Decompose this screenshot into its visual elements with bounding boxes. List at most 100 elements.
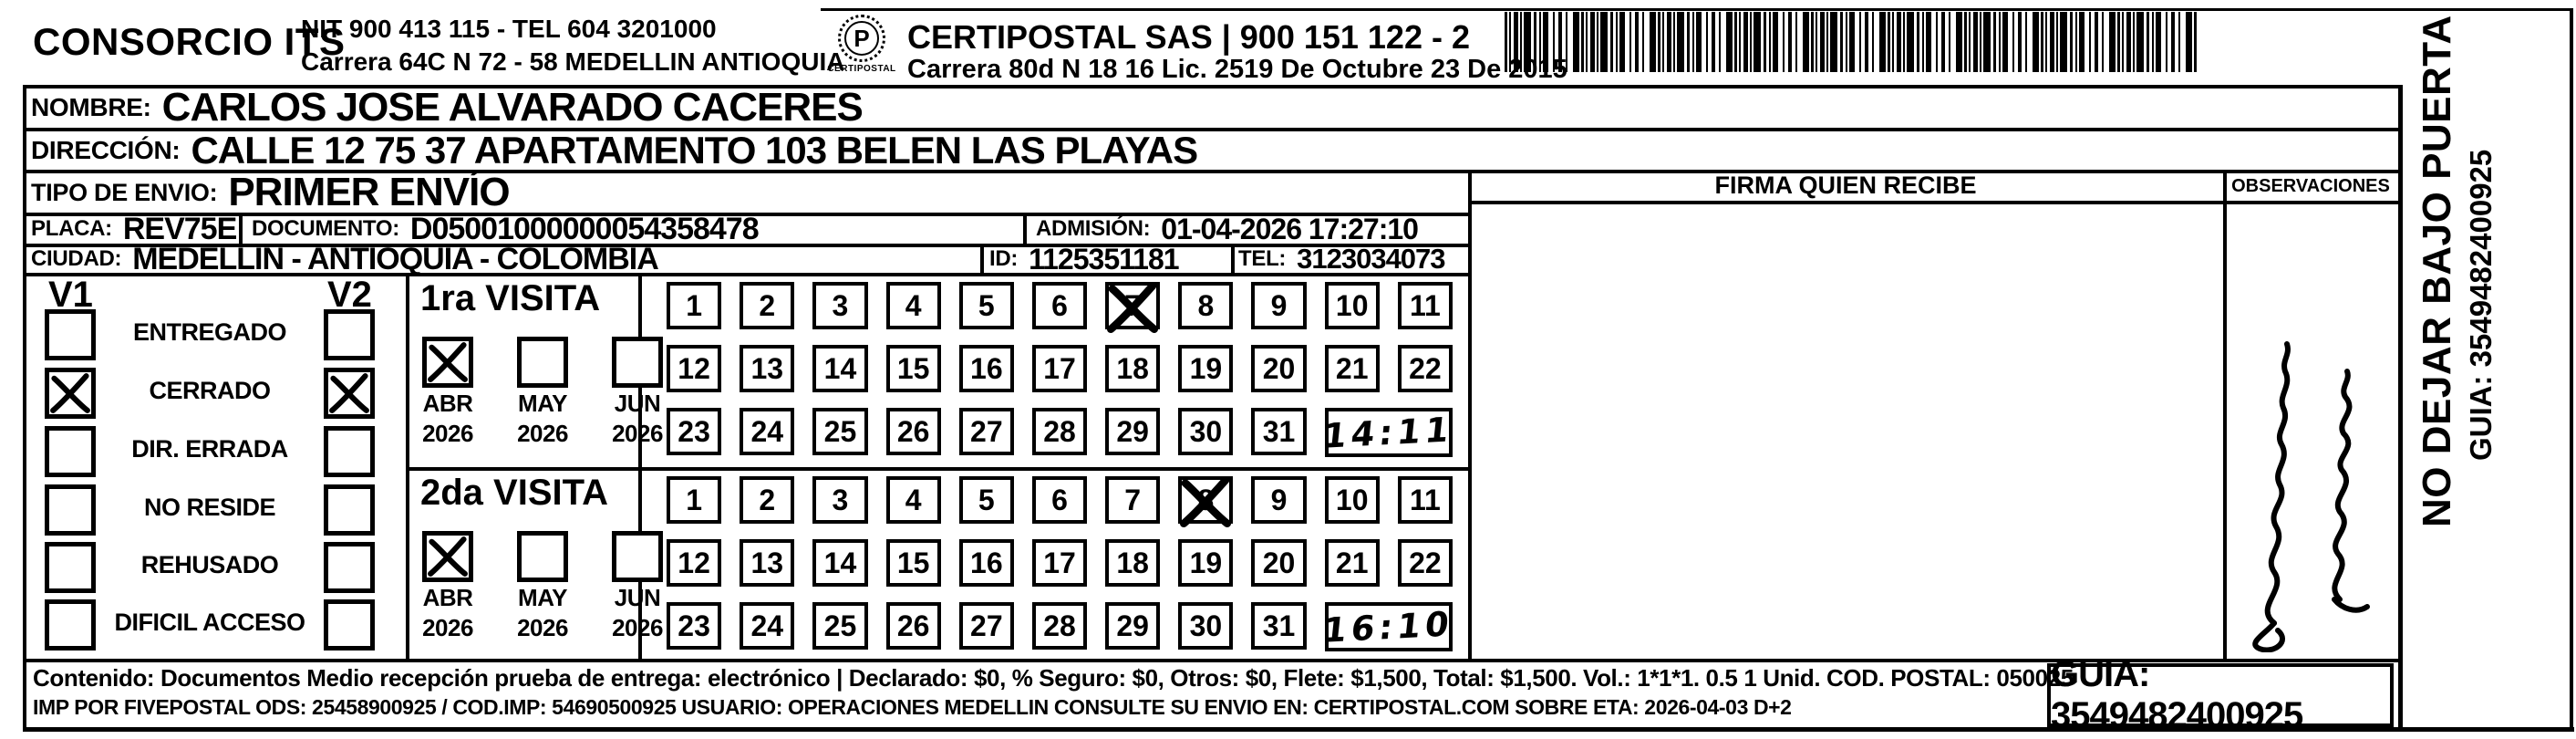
month-year: 2026 [612,614,663,641]
day-cell: 21 [1324,345,1380,392]
status-row-label: NO RESIDE [143,494,276,521]
nombre-label: NOMBRE: [31,93,151,121]
tipo-envio-row: TIPO DE ENVIO: PRIMER ENVÍO [31,170,511,214]
month-label: MAY [518,390,567,417]
company-name: CONSORCIO ITS [33,20,346,63]
id-label: ID: [989,246,1019,271]
visit-time-cell: 14:11 [1321,408,1455,457]
logo-ring-icon: P [838,15,885,62]
placa-cell: PLACA: REV75E [31,212,237,246]
nombre-row: NOMBRE: CARLOS JOSE ALVARADO CACERES [31,85,864,130]
checkbox-v2 [324,599,375,651]
day-cell: 25 [812,408,868,455]
day-cell: 2 [740,282,795,329]
admision-label: ADMISIÓN: [1036,216,1151,241]
placa-label: PLACA: [31,216,112,241]
month-year: 2026 [517,420,568,447]
checkbox-v2 [324,426,375,477]
divider-line [23,727,2574,732]
visit-day-grid: 1 2 3 4 5 6 7 8 9 10 11 12 13 14 15 16 17 18 19 20 21 22 23 24 2… [641,471,1462,651]
day-cell: 30 [1178,602,1234,650]
day-cell: 28 [1031,602,1088,650]
day-cell: 1 [667,476,722,524]
handwritten-x-icon [50,373,90,413]
day-cell: 27 [958,408,1014,455]
firma-header: FIRMA QUIEN RECIBE [1714,171,1977,199]
status-row-dificil-acceso: DIFICIL ACCESO [23,599,406,651]
day-cell: 30 [1178,408,1234,455]
month-checkbox [422,337,473,388]
status-row-entregado: ENTREGADO [23,309,406,360]
day-cell: 11 [1397,476,1453,524]
guia-box: GUIA: 3549482400925 [2047,654,2394,735]
tel-value: 3123034073 [1297,243,1445,275]
day-cell: 23 [667,602,722,650]
day-cell: 6 [1031,476,1088,524]
divider-line [406,467,1472,471]
day-cell: 29 [1105,408,1161,455]
divider-line [2223,170,2227,662]
day-cell: 15 [885,539,941,587]
day-cell: 20 [1251,539,1307,587]
handwritten-x-icon [1107,281,1159,334]
month-label: JUN [614,584,661,611]
day-cell: 24 [740,602,795,650]
day-cell: 31 [1251,602,1307,650]
day-cell: 8 [1178,282,1234,329]
divider-line [23,128,2401,131]
day-cell: 24 [740,408,795,455]
handwritten-x-icon [1180,475,1232,528]
day-cell: 18 [1105,539,1161,587]
checkbox-v1 [45,426,96,477]
month-may: MAY 2026 [508,531,577,642]
month-checkbox [517,337,568,388]
divider-line [821,8,2570,11]
status-row-rehusado: REHUSADO [23,542,406,593]
footer-contenido: Contenido: Documentos Medio recepción pr… [33,664,2074,692]
handwritten-time: 16:10 [1321,603,1456,651]
day-cell: 23 [667,408,722,455]
direccion-label: DIRECCIÓN: [31,135,181,164]
company-nit-tel: NIT 900 413 115 - TEL 604 3201000 [301,15,717,43]
day-cell: 13 [740,539,795,587]
checkbox-v1 [45,484,96,536]
checkbox-v2 [324,309,375,360]
divider-line [980,244,984,276]
status-row-cerrado: CERRADO [23,368,406,419]
status-row-label: ENTREGADO [132,318,287,346]
operator-address: Carrera 80d N 18 16 Lic. 2519 De Octubre… [907,55,1567,84]
divider-line [2398,85,2403,731]
side-guia: GUIA: 3549482400925 [2464,149,2498,461]
tipo-envio-value: PRIMER ENVÍO [228,170,510,214]
day-cell: 5 [958,476,1014,524]
placa-value: REV75E [122,211,237,246]
documento-cell: DOCUMENTO: D05001000000054358478 [252,212,760,246]
barcode [1505,12,2220,72]
day-cell: 14 [812,345,868,392]
divider-line [406,273,409,662]
logo-caption: CERTIPOSTAL [827,64,896,74]
handwritten-x-icon [329,373,369,413]
checkbox-v1 [45,542,96,593]
month-abr: ABR 2026 [413,337,482,448]
divider-line [23,85,26,731]
month-year: 2026 [517,614,568,641]
visit-time-cell: 16:10 [1321,602,1455,651]
day-cell: 12 [667,539,722,587]
certipostal-logo-icon: P CERTIPOSTAL [825,15,898,74]
visit-months: ABR 2026 MAY 2026 JUN 2026 [413,337,672,448]
handwritten-x-icon [428,536,468,577]
day-cell: 22 [1397,539,1453,587]
observaciones-header: OBSERVACIONES [2231,175,2390,196]
day-cell: 25 [812,602,868,650]
day-cell: 3 [812,282,868,329]
day-cell: 2 [740,476,795,524]
day-cell: 19 [1178,539,1234,587]
day-cell: 6 [1031,282,1088,329]
day-cell: 8 [1178,475,1234,528]
side-warning: NO DEJAR BAJO PUERTA [2415,15,2459,527]
day-cell: 12 [667,345,722,392]
status-row-label: DIR. ERRADA [131,435,288,463]
